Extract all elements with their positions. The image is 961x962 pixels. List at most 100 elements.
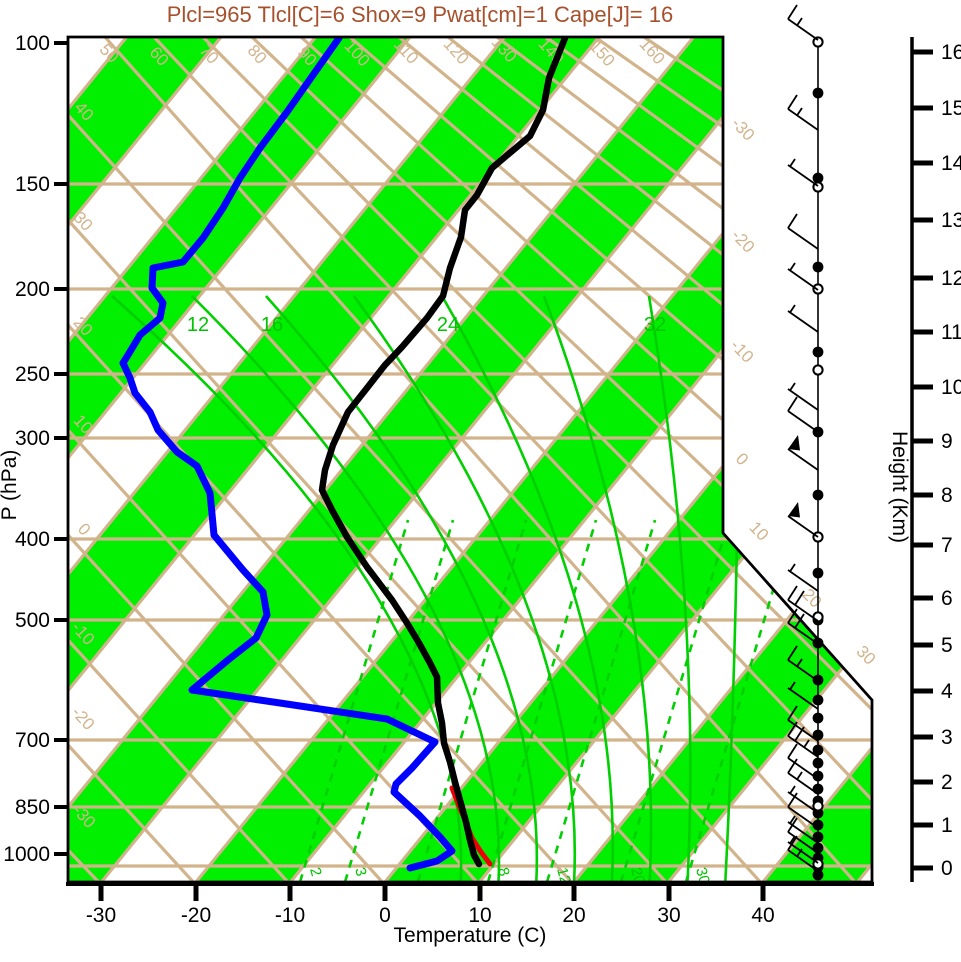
- pressure-tick-label: 300: [15, 427, 50, 450]
- wind-barb-shaft: [788, 109, 818, 130]
- height-tick-label: 6: [941, 587, 953, 610]
- dry-adiabat-top-label: 120: [440, 34, 473, 68]
- height-tick-label: 15: [941, 97, 961, 120]
- isotherm-right-label: -30: [728, 114, 759, 145]
- wind-level-dot-filled: [813, 843, 824, 854]
- wind-barb-half-feather: [790, 383, 795, 391]
- height-tick-label: 11: [941, 321, 961, 344]
- height-tick-label: 3: [941, 726, 953, 749]
- height-tick-label: 0: [941, 857, 953, 880]
- temperature-tick-label: 30: [657, 904, 680, 927]
- wind-level-dot-filled: [813, 88, 824, 99]
- isotherm-right-label: 20: [799, 585, 826, 612]
- wind-level-dot-filled: [813, 870, 824, 881]
- wind-barb: [788, 214, 818, 249]
- wind-level-dot-open: [813, 365, 822, 374]
- wind-barb-half-feather: [790, 564, 795, 572]
- isotherm-right-label: 30: [853, 642, 880, 669]
- wind-level-dot-filled: [813, 695, 824, 706]
- wind-barb-half-feather: [797, 18, 802, 26]
- temperature-tick-label: -20: [181, 904, 211, 927]
- wind-barb: [788, 397, 818, 432]
- height-tick-label: 13: [941, 209, 961, 232]
- pressure-tick-label: 100: [15, 32, 50, 55]
- isotherm-right-label: 10: [746, 518, 773, 545]
- wind-barb-half-feather: [790, 159, 795, 167]
- temperature-axis-label: Temperature (C): [394, 924, 547, 947]
- wind-barb-shaft: [788, 311, 818, 332]
- pressure-tick-label: 250: [15, 363, 50, 386]
- wind-barb-feather: [788, 5, 797, 19]
- height-axis-label: Height (Km): [888, 431, 911, 543]
- wind-barb: [788, 502, 818, 537]
- dry-adiabat-left-label: 0: [74, 519, 94, 539]
- pressure-tick-label: 1000: [3, 843, 50, 866]
- wind-barb-feather: [788, 397, 797, 411]
- wind-barb-pennant: [788, 502, 800, 518]
- moist-adiabat-label: 24: [437, 314, 459, 336]
- pressure-tick-label: 200: [15, 278, 50, 301]
- pressure-tick-label: 150: [15, 173, 50, 196]
- dry-adiabat-top-label: 160: [636, 34, 669, 68]
- pressure-tick-label: 400: [15, 528, 50, 551]
- dry-adiabat-left-label: -20: [68, 703, 99, 734]
- wind-level-dot-filled: [813, 784, 824, 795]
- isotherm-right-label: -20: [728, 226, 759, 257]
- wind-barb-feather: [788, 95, 797, 109]
- pressure-tick-label: 500: [15, 609, 50, 632]
- wind-barb-half-feather: [797, 108, 802, 116]
- height-tick-label: 2: [941, 771, 953, 794]
- height-tick-label: 5: [941, 634, 953, 657]
- wind-barb: [788, 564, 818, 591]
- wind-barb-shaft: [788, 449, 818, 470]
- pressure-tick-label: 850: [15, 796, 50, 819]
- wind-barb: [788, 159, 818, 186]
- wind-barb-half-feather: [790, 263, 795, 271]
- pressure-axis-label: P (hPa): [0, 450, 21, 521]
- wind-barb-shaft: [788, 228, 818, 249]
- wind-barb-shaft: [788, 389, 818, 410]
- temperature-tick-label: -10: [275, 904, 305, 927]
- height-tick-label: 10: [941, 376, 961, 399]
- wind-barb: [788, 5, 818, 40]
- wind-barb: [788, 435, 818, 470]
- height-tick-label: 14: [941, 152, 961, 175]
- wind-level-dot-filled: [813, 568, 824, 579]
- wind-barb-half-feather: [790, 786, 795, 794]
- wind-barb-shaft: [788, 516, 818, 537]
- wind-level-dot-filled: [813, 490, 824, 501]
- wind-barb-feather: [788, 586, 797, 600]
- wind-barb-feather: [788, 744, 797, 758]
- wind-barb-shaft: [788, 269, 818, 290]
- wind-level-dot-filled: [813, 262, 824, 273]
- moist-adiabat-label: 16: [261, 314, 283, 336]
- moist-adiabat-label: 12: [187, 314, 209, 336]
- height-tick-label: 8: [941, 484, 953, 507]
- dry-adiabat-top-label: 80: [244, 41, 271, 68]
- wind-barb: [788, 95, 818, 130]
- temperature-tick-label: 20: [562, 904, 585, 927]
- wind-barb-shaft: [788, 411, 818, 432]
- wind-level-dot-open: [813, 801, 822, 810]
- wind-barb: [788, 305, 818, 332]
- wind-barb-shaft: [788, 19, 818, 40]
- moist-adiabat-label: 32: [644, 314, 666, 336]
- temperature-tick-label: 40: [751, 904, 774, 927]
- temperature-tick-label: -30: [86, 904, 116, 927]
- isotherm-right-label: -10: [727, 336, 758, 367]
- temperature-tick-label: 0: [379, 904, 391, 927]
- height-tick-label: 7: [941, 534, 953, 557]
- wind-barb-half-feather: [790, 305, 795, 313]
- height-tick-label: 4: [941, 680, 953, 703]
- wind-barb-pennant: [788, 435, 800, 451]
- isotherm-right-label: 0: [732, 449, 752, 469]
- wind-level-dot-filled: [813, 347, 824, 358]
- height-tick-label: 9: [941, 430, 953, 453]
- pressure-tick-label: 700: [15, 729, 50, 752]
- height-tick-label: 16: [941, 41, 961, 64]
- wind-level-dot-filled: [813, 713, 824, 724]
- wind-barb: [788, 383, 818, 410]
- wind-barb-half-feather: [797, 772, 802, 780]
- wind-level-dot-filled: [813, 758, 824, 769]
